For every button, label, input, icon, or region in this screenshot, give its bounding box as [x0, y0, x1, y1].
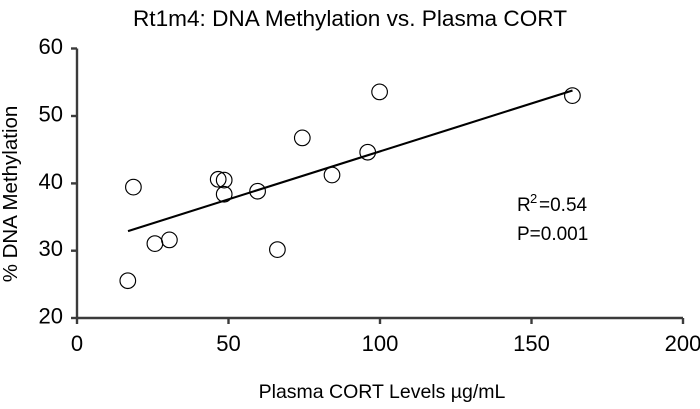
svg-text:Plasma CORT Levels µg/mL: Plasma CORT Levels µg/mL [259, 381, 506, 403]
svg-text:2: 2 [530, 191, 537, 206]
svg-text:% DNA Methylation: % DNA Methylation [0, 106, 22, 283]
svg-text:R: R [517, 195, 531, 216]
svg-text:100: 100 [362, 331, 399, 356]
svg-text:200: 200 [665, 331, 700, 356]
svg-text:150: 150 [513, 331, 550, 356]
svg-text:40: 40 [39, 169, 63, 194]
svg-text:30: 30 [39, 236, 63, 261]
svg-text:50: 50 [39, 102, 63, 127]
svg-text:50: 50 [216, 331, 240, 356]
svg-text:20: 20 [39, 304, 63, 329]
svg-text:60: 60 [39, 34, 63, 59]
svg-text:0: 0 [71, 331, 83, 356]
svg-text:P=0.001: P=0.001 [517, 224, 588, 245]
svg-text:Rt1m4: DNA Methylation vs. Pla: Rt1m4: DNA Methylation vs. Plasma CORT [133, 6, 567, 31]
svg-text:=0.54: =0.54 [539, 195, 588, 216]
